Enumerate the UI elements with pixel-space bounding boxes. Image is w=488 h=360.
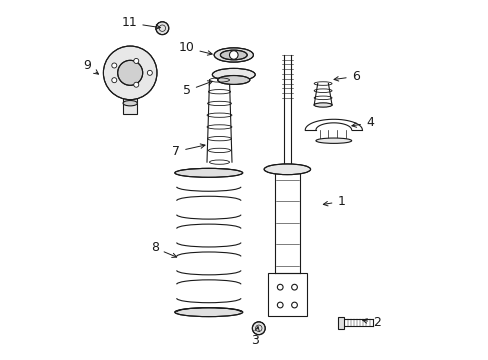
Circle shape [252,322,264,335]
FancyBboxPatch shape [123,93,137,114]
FancyBboxPatch shape [267,273,306,316]
Ellipse shape [123,100,137,106]
Ellipse shape [264,164,310,175]
Text: 4: 4 [351,116,373,129]
Ellipse shape [214,48,253,62]
FancyBboxPatch shape [337,317,343,329]
Circle shape [103,46,157,100]
Ellipse shape [175,308,242,317]
Text: 3: 3 [251,327,259,347]
Circle shape [229,51,238,59]
Circle shape [147,70,152,75]
Text: 9: 9 [83,59,98,74]
Text: 11: 11 [122,17,160,30]
Circle shape [112,63,117,68]
Circle shape [156,22,168,35]
Text: 2: 2 [362,316,380,329]
Text: 1: 1 [323,195,345,208]
Circle shape [112,78,117,83]
Circle shape [118,60,142,85]
Ellipse shape [313,103,331,107]
Ellipse shape [175,168,242,177]
Text: 6: 6 [333,70,359,83]
Ellipse shape [217,76,249,85]
Text: 8: 8 [150,242,176,257]
Circle shape [134,82,139,87]
Text: 7: 7 [172,144,204,158]
Circle shape [134,58,139,63]
Ellipse shape [212,68,255,81]
Ellipse shape [315,138,351,143]
Ellipse shape [220,50,246,60]
Text: 5: 5 [183,81,212,97]
Text: 10: 10 [178,41,212,55]
